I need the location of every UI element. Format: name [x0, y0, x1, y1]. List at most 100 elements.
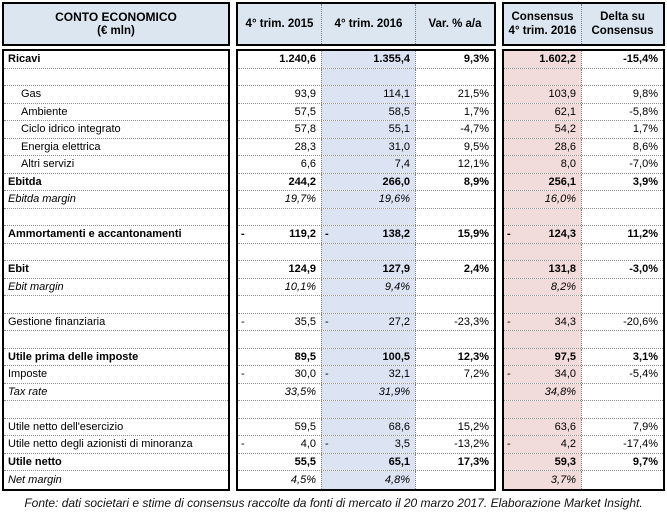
table-unit: (€ mln) [97, 25, 135, 37]
cell-delta: 9,7% [581, 453, 663, 470]
cell-q4-2015: - 30,0 [238, 366, 321, 383]
cell-q4-2015 [238, 244, 321, 261]
cell-value: 17,3% [457, 455, 489, 468]
labels-header: CONTO ECONOMICO (€ mln) [2, 2, 230, 46]
cell-q4-2016 [321, 243, 415, 260]
table-row: - 34,0 -5,4% [504, 366, 663, 384]
cell-var-pct: 2,4% [415, 261, 494, 278]
table-row: 19,7% 19,6% [238, 191, 494, 209]
cell-consensus: - 4,2 [504, 436, 581, 453]
consensus-body: 1.602,2 -15,4% 103,9 9,8% 62,1 -5,8% 54,2 1,7% 2… [502, 49, 665, 491]
cell-q4-2015: 57,5 [238, 104, 321, 121]
table-row: 63,6 7,9% [504, 418, 663, 436]
cell-value: 9,4% [384, 280, 410, 293]
cell-var-pct: 8,9% [415, 173, 494, 190]
table-row: 89,5 100,5 12,3% [238, 348, 494, 366]
cell-delta [581, 208, 663, 225]
cell-delta [581, 401, 663, 418]
cell-var-pct: 12,1% [415, 156, 494, 173]
cell-value: 138,2 [382, 228, 410, 241]
cell-consensus: 62,1 [504, 103, 581, 120]
cell-q4-2016: 100,5 [321, 348, 415, 365]
table-row: Altri servizi [4, 156, 228, 174]
cell-value: 27,2 [388, 315, 410, 328]
cell-value: 59,5 [294, 420, 316, 433]
cell-value: 21,5% [457, 88, 489, 101]
cell-q4-2015: 89,5 [238, 349, 321, 366]
row-label: Tax rate [8, 385, 48, 398]
cell-q4-2015: 4,5% [238, 471, 321, 489]
col-header-q4-2015: 4° trim. 2015 [245, 18, 314, 30]
cell-q4-2015: - 119,2 [238, 226, 321, 243]
cell-var-pct: 17,3% [415, 453, 494, 470]
cell-delta: -15,4% [581, 51, 663, 68]
table-row: 103,9 9,8% [504, 86, 663, 104]
cell-value: 58,5 [388, 105, 410, 118]
cell-value: 7,4 [394, 158, 410, 171]
table-row [4, 401, 228, 419]
cell-q4-2016: 68,6 [321, 418, 415, 435]
table-row: 8,0 -7,0% [504, 156, 663, 174]
row-label: Ammortamenti e accantonamenti [8, 228, 182, 241]
cell-delta: 3,1% [581, 348, 663, 365]
cell-value: 3,7% [550, 473, 576, 486]
table-row: Ricavi [4, 51, 228, 69]
cell-q4-2015: 124,9 [238, 261, 321, 278]
minus-sign: - [325, 315, 329, 328]
table-title-cell: CONTO ECONOMICO (€ mln) [4, 4, 228, 44]
table-row: 55,5 65,1 17,3% [238, 453, 494, 471]
cell-q4-2015: 93,9 [238, 86, 321, 103]
cell-value: 9,8% [632, 88, 658, 101]
row-label: Imposte [8, 368, 48, 381]
cell-value: 9,3% [463, 53, 489, 66]
cell-value: -20,6% [623, 315, 658, 328]
cell-value: 8,2% [550, 280, 576, 293]
table-row: Tax rate [4, 384, 228, 401]
table-row: -4,0-3,5 -13,2% [238, 436, 494, 454]
cell-delta: 1,7% [581, 121, 663, 138]
minus-sign: - [241, 368, 245, 381]
cell-value: 9,7% [632, 455, 658, 468]
table-row: 97,5 3,1% [504, 348, 663, 366]
cell-var-pct: 15,2% [415, 418, 494, 435]
cell-q4-2015 [238, 296, 321, 313]
cell-value: 8,9% [463, 175, 489, 188]
table-row: Ebitda margin [4, 191, 228, 209]
cell-var-pct: -23,3% [415, 313, 494, 330]
cell-value: 244,2 [288, 175, 316, 188]
cell-var-pct [415, 208, 494, 225]
table-row: 28,6 8,6% [504, 138, 663, 156]
table-row: -30,0-32,1 7,2% [238, 366, 494, 384]
cell-consensus: - 34,3 [504, 313, 581, 330]
table-row: Net margin [4, 471, 228, 489]
cell-value: -5,4% [629, 368, 658, 381]
table-row [238, 331, 494, 349]
actuals-header: 4° trim. 2015 4° trim. 2016 Var. % a/a [236, 2, 496, 46]
table-row [238, 401, 494, 419]
cell-delta: -20,6% [581, 313, 663, 330]
table-row [504, 243, 663, 261]
minus-sign: - [507, 315, 511, 328]
table-row: - 4,2 -17,4% [504, 436, 663, 454]
row-label [4, 244, 228, 261]
cell-value: -4,7% [460, 123, 489, 136]
cell-delta [581, 278, 663, 295]
cell-q4-2015: 6,6 [238, 156, 321, 173]
cell-q4-2016: 65,1 [321, 453, 415, 470]
cell-value: 119,2 [289, 228, 316, 241]
col-header-var-pct: Var. % a/a [415, 4, 494, 44]
cell-delta [581, 191, 663, 208]
table-row [238, 296, 494, 314]
cell-consensus: 34,8% [504, 383, 581, 400]
table-row: Ammortamenti e accantonamenti [4, 226, 228, 244]
cell-value: 10,1% [284, 280, 316, 293]
cell-q4-2016 [321, 401, 415, 418]
col-header-q4-2016: 4° trim. 2016 [321, 4, 415, 44]
row-label: Ebit margin [8, 280, 64, 293]
cell-value: 1.240,6 [279, 53, 316, 66]
source-note: Fonte: dati societari e stime di consens… [24, 495, 643, 510]
table-row: Gestione finanziaria [4, 314, 228, 331]
cell-q4-2016: 7,4 [321, 156, 415, 173]
cell-value: 3,9% [632, 175, 658, 188]
cell-delta: -5,8% [581, 103, 663, 120]
